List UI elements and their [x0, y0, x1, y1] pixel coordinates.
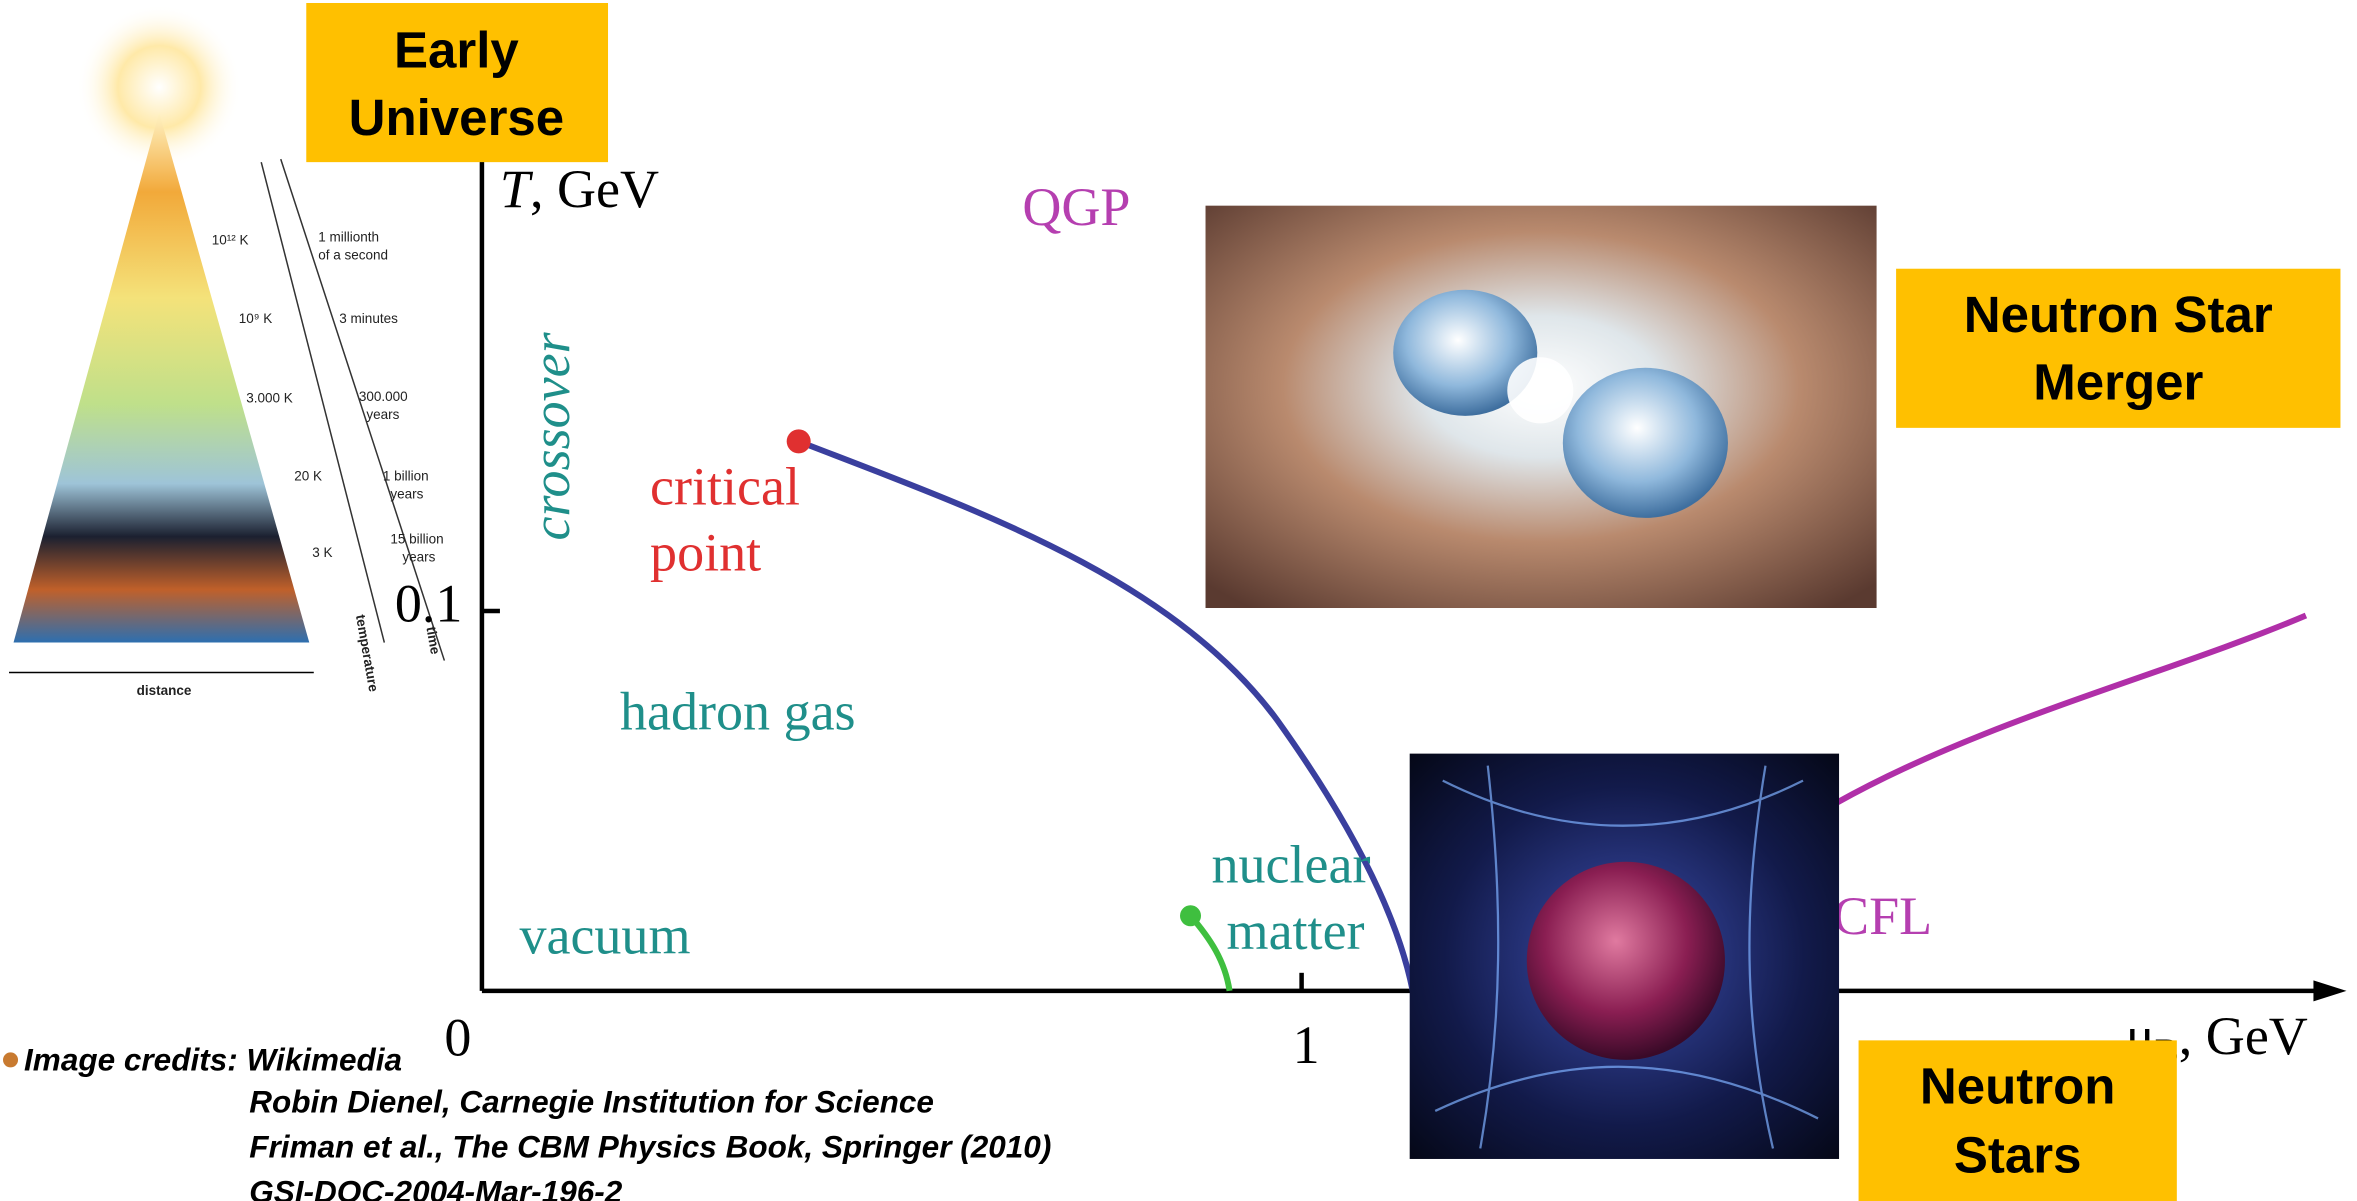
x-unit: , GeV: [2179, 1006, 2308, 1066]
critical-point-dot: [786, 429, 811, 454]
critical-point-label: critical: [650, 456, 800, 516]
y-axis-label: T, GeV: [500, 159, 659, 219]
time-label: years: [366, 407, 399, 422]
merger-flash: [1507, 357, 1574, 424]
time-label: 1 millionth: [318, 230, 379, 245]
nuclear-endpoint: [1180, 905, 1202, 927]
distance-label: distance: [137, 683, 192, 698]
neutron-star-b: [1562, 367, 1728, 518]
origin-label: 0: [444, 1007, 471, 1067]
temp-label: 3 K: [312, 545, 332, 560]
hadron-gas-label: hadron gas: [620, 682, 856, 742]
credit-line: GSI-DOC-2004-Mar-196-2: [249, 1174, 623, 1201]
phase-boundary: [797, 438, 1416, 992]
neutron-star-image: [1409, 753, 1840, 1159]
credit-icon: [3, 1052, 19, 1068]
y-unit: , GeV: [530, 159, 659, 219]
y-tick-label: 0.1: [395, 574, 463, 634]
time-line: [280, 158, 446, 661]
temp-label: 10¹² K: [212, 233, 249, 248]
temp-label: 3.000 K: [246, 390, 293, 405]
nuclear-matter-label: matter: [1227, 901, 1365, 961]
credit-line: Friman et al., The CBM Physics Book, Spr…: [249, 1128, 1051, 1164]
early-universe-box: [306, 3, 609, 163]
time-label: of a second: [318, 248, 388, 263]
y-symbol: T: [500, 159, 534, 219]
time-label: years: [402, 549, 435, 564]
critical-point-label: point: [650, 522, 761, 582]
neutron-star: [1526, 861, 1725, 1060]
time-axis-label: time: [423, 625, 443, 655]
nuclear-matter-label: nuclear: [1212, 835, 1371, 895]
vacuum-label: vacuum: [519, 905, 690, 965]
big-bang-burst: [76, 4, 242, 170]
cfl-label: CFL: [1833, 886, 1932, 946]
temperature-label: temperature: [353, 613, 381, 693]
box-text: Neutron: [1920, 1057, 2116, 1114]
box-text: Stars: [1954, 1126, 2082, 1183]
box-text: Early: [394, 22, 519, 79]
box-text: Merger: [2033, 353, 2203, 410]
universe-pyramid: [13, 112, 310, 643]
neutron-stars-box: [1858, 1040, 2177, 1201]
qgp-label: QGP: [1022, 177, 1130, 237]
temp-label: 10⁹ K: [239, 311, 273, 326]
time-label: 1 billion: [383, 468, 429, 483]
neutron-star-a: [1393, 289, 1538, 416]
merger-box: [1896, 268, 2341, 428]
field-lines: [1434, 765, 1819, 1149]
x-axis-arrow: [2313, 980, 2347, 1002]
box-text: Universe: [349, 89, 565, 146]
credit-heading: Image credits: Wikimedia: [24, 1041, 402, 1077]
credit-line: Robin Dienel, Carnegie Institution for S…: [249, 1083, 934, 1119]
time-label: years: [390, 486, 423, 501]
temp-label: 20 K: [294, 468, 322, 483]
nuclear-liquid-gas-line: [1188, 913, 1233, 992]
merger-image: [1205, 205, 1877, 609]
temperature-line: [260, 161, 386, 643]
crossover-label: crossover: [521, 331, 581, 540]
time-label: 300.000: [359, 389, 408, 404]
cfl-boundary: [1834, 612, 2308, 806]
time-label: 3 minutes: [339, 311, 398, 326]
time-label: 15 billion: [390, 531, 443, 546]
x-tick-label: 1: [1293, 1015, 1320, 1075]
box-text: Neutron Star: [1964, 286, 2273, 343]
